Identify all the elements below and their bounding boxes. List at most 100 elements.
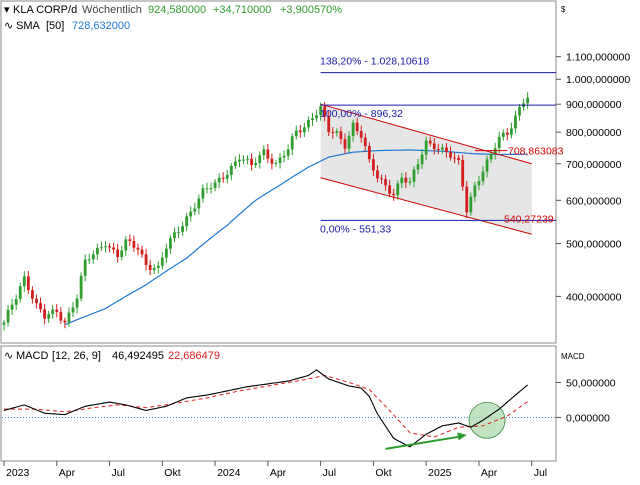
candle-body xyxy=(35,298,38,304)
candle-body xyxy=(140,249,144,255)
candle-body xyxy=(83,259,87,276)
candle-body xyxy=(22,276,26,287)
macd-axis: 50,000000 0,000000 xyxy=(556,377,616,424)
candle-body xyxy=(39,303,42,310)
candles xyxy=(2,92,530,331)
candle-body xyxy=(449,152,452,158)
candle-body xyxy=(112,247,115,250)
price-header: ▾ KLA CORP/d Wöchentlich 924,580000 +34,… xyxy=(4,4,342,32)
candle-body xyxy=(51,309,55,315)
candle-body xyxy=(319,106,323,116)
candle-body xyxy=(197,198,201,209)
candle-body xyxy=(136,247,140,250)
candle-body xyxy=(501,132,505,137)
candle-body xyxy=(302,127,306,133)
candle-body xyxy=(432,143,436,150)
candle-body xyxy=(400,177,404,184)
candle-body xyxy=(510,128,513,135)
candle-body xyxy=(43,309,46,319)
time-tick-label: Okt xyxy=(164,467,180,479)
currency-label: $ xyxy=(561,5,566,14)
candle-body xyxy=(315,115,318,119)
macd-label: MACD xyxy=(16,350,48,362)
price-tick-label: 800,000000 xyxy=(566,127,622,139)
candle-body xyxy=(278,157,282,163)
candle-body xyxy=(461,159,465,187)
time-tick-label: 2025 xyxy=(428,467,452,479)
candle-body xyxy=(100,247,103,249)
price-tick-label: 500,000000 xyxy=(566,239,622,251)
candle-body xyxy=(367,146,371,160)
candle-body xyxy=(270,158,274,164)
candle-body xyxy=(359,131,363,138)
time-tick-label: Jul xyxy=(112,467,125,479)
arrow-shaft xyxy=(385,435,461,450)
price-panel-frame xyxy=(0,0,557,344)
price-change-pct: +3,900570% xyxy=(280,4,342,16)
candle-body xyxy=(6,309,10,323)
candle-body xyxy=(213,182,217,189)
candle-body xyxy=(327,116,331,133)
candle-body xyxy=(124,239,128,251)
channel-band xyxy=(320,104,532,235)
interval-label: Wöchentlich xyxy=(82,4,142,16)
macd-highlight-circle xyxy=(468,401,506,439)
price-change: +34,710000 xyxy=(213,4,271,16)
candle-body xyxy=(396,183,400,196)
candle-body xyxy=(282,155,286,158)
candle-body xyxy=(205,188,209,190)
arrow-head xyxy=(457,432,467,441)
candle-body xyxy=(408,181,412,183)
candle-body xyxy=(469,196,473,213)
candle-body xyxy=(481,171,485,182)
sma-period: [50] xyxy=(46,20,64,32)
candle-body xyxy=(10,304,14,310)
collapse-icon[interactable]: ▾ xyxy=(4,4,10,16)
candle-body xyxy=(14,298,18,305)
candle-body xyxy=(233,161,237,166)
sma-label: SMA xyxy=(16,20,41,32)
price-tick-label: 600,000000 xyxy=(566,195,622,207)
macd-value: 46,492495 xyxy=(112,350,164,362)
candle-body xyxy=(514,115,517,129)
time-tick-label: Apr xyxy=(270,467,287,479)
candle-body xyxy=(477,181,481,186)
candle-body xyxy=(518,107,521,116)
candle-body xyxy=(493,148,497,155)
candle-body xyxy=(420,154,424,165)
candle-body xyxy=(177,231,180,233)
candle-body xyxy=(290,136,294,150)
candle-body xyxy=(453,157,456,159)
candle-body xyxy=(307,120,310,128)
divergence-arrow xyxy=(385,432,467,450)
candle-body xyxy=(91,254,95,260)
candle-body xyxy=(424,140,428,155)
candle-body xyxy=(181,226,185,232)
time-tick-label: Apr xyxy=(59,467,76,479)
candle-body xyxy=(148,264,152,271)
candle-body xyxy=(128,239,132,242)
candle-body xyxy=(339,131,343,140)
candle-body xyxy=(412,169,416,182)
candle-body xyxy=(173,232,176,239)
candle-body xyxy=(132,241,136,248)
channel-upper-line xyxy=(320,103,532,165)
candle-body xyxy=(242,159,245,161)
candle-body xyxy=(485,159,489,172)
candle-body xyxy=(489,154,493,160)
time-axis: 2023 Apr Jul Okt 2024 Apr Jul Okt 2025 Apr Jul xyxy=(3,461,547,479)
candle-body xyxy=(221,177,225,179)
candle-body xyxy=(258,155,262,164)
candle-body xyxy=(266,149,270,159)
price-axis: 1.100,000000 1.000,000000 900,000000 800,00… xyxy=(556,52,630,303)
candle-body xyxy=(87,259,91,261)
candle-body xyxy=(371,159,375,171)
candle-body xyxy=(331,132,335,134)
candle-body xyxy=(31,290,34,299)
candle-body xyxy=(156,265,160,268)
candle-body xyxy=(274,162,278,164)
candle-body xyxy=(363,137,367,147)
candle-body xyxy=(445,147,448,153)
